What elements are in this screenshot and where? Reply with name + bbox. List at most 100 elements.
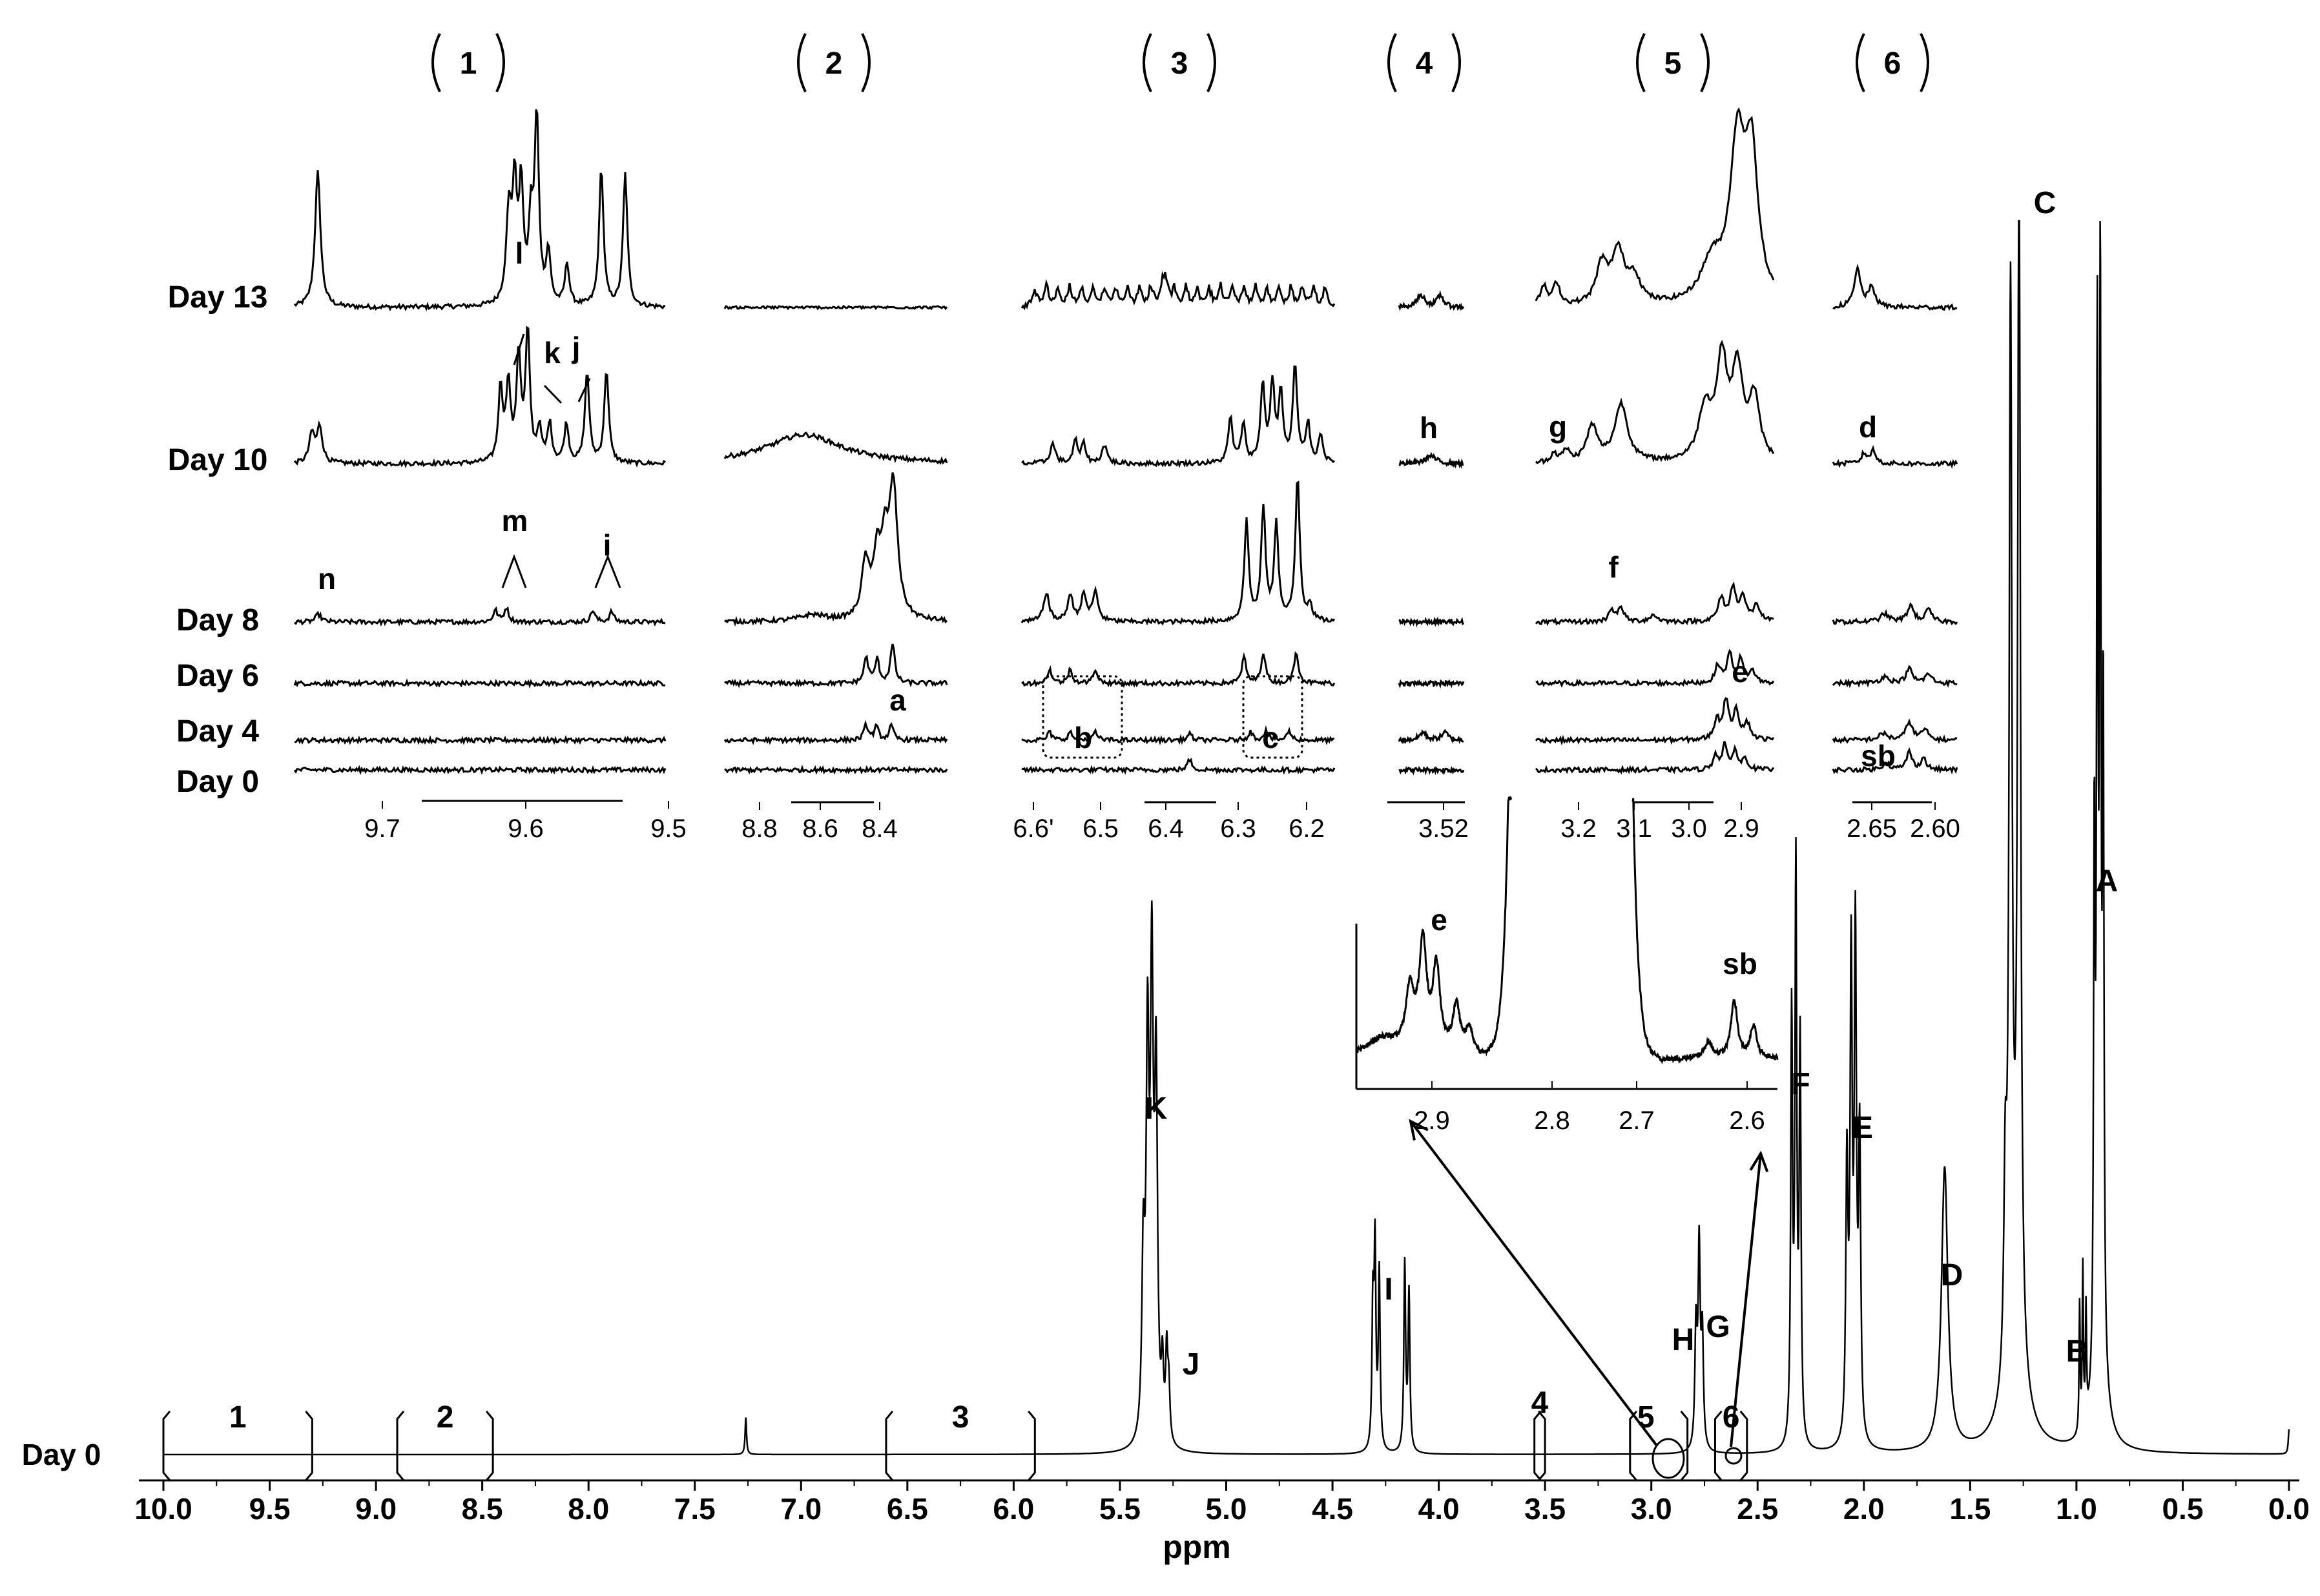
annotation-chevron-i xyxy=(594,554,621,588)
inset-trace xyxy=(293,678,666,689)
x-tick-label: 1.5 xyxy=(1949,1492,1991,1526)
zoom-arrow-e-head xyxy=(1409,1119,1429,1141)
x-tick-label: 1.0 xyxy=(2056,1492,2097,1526)
zoom-annotation-sb: sb xyxy=(1723,947,1757,980)
peak-label-D: D xyxy=(1941,1258,1963,1292)
annotation-pointer-k xyxy=(543,384,563,404)
x-tick-label: 9.0 xyxy=(355,1492,397,1526)
annotation-d: d xyxy=(1859,410,1877,444)
inset-tick-label: 9.5 xyxy=(650,814,687,843)
inset-trace xyxy=(1398,616,1465,628)
zoom-arrow-sb xyxy=(1730,1153,1762,1447)
day-label: Day 10 xyxy=(168,443,268,477)
zoom-circle-sb xyxy=(1724,1447,1743,1465)
region-label-1: 1 xyxy=(229,1400,247,1435)
inset-trace xyxy=(1398,451,1464,469)
main-day-label: Day 0 xyxy=(22,1438,101,1471)
zoom-inset: 2.9 2.8 2.7 2.6 e sb xyxy=(1355,796,1779,1135)
inset-trace xyxy=(1832,665,1958,689)
inset-trace xyxy=(723,304,948,311)
region-bracket-6 xyxy=(1714,1411,1748,1481)
annotation-h: h xyxy=(1420,411,1438,444)
annotation-sb: sb xyxy=(1861,739,1896,772)
panel-bracket xyxy=(797,33,871,92)
peak-label-A: A xyxy=(2096,864,2118,898)
inset-trace xyxy=(1398,290,1465,312)
inset-trace xyxy=(293,765,667,776)
x-tick-label: 10.0 xyxy=(134,1492,192,1526)
zoom-tick-label: 2.7 xyxy=(1619,1106,1655,1135)
zoom-annotation-e: e xyxy=(1431,903,1447,937)
annotation-e: e xyxy=(1732,655,1748,689)
x-axis-label: ppm xyxy=(1163,1529,1231,1565)
inset-tick-label: 3.2 xyxy=(1560,814,1597,843)
peak-label-K: K xyxy=(1145,1092,1168,1126)
region-bracket-4 xyxy=(1533,1411,1546,1481)
inset-trace xyxy=(293,109,666,312)
annotation-a: a xyxy=(889,683,906,717)
panel-bracket xyxy=(1387,33,1461,92)
inset-tick-label: 2.9 xyxy=(1723,814,1759,843)
inset-trace xyxy=(1832,602,1958,627)
inset-trace xyxy=(1021,758,1336,775)
inset-tick-label: 3.52 xyxy=(1418,814,1469,843)
inset-trace xyxy=(1020,271,1336,311)
inset-trace xyxy=(1021,725,1335,746)
annotation-b: b xyxy=(1074,721,1092,754)
region-label-5: 5 xyxy=(1637,1400,1655,1435)
annotation-l: l xyxy=(515,236,524,270)
x-tick-label: 8.5 xyxy=(462,1492,503,1526)
region-label-6: 6 xyxy=(1723,1400,1740,1435)
x-tick-label: 5.5 xyxy=(1099,1492,1141,1526)
annotation-n: n xyxy=(318,562,336,596)
panel-bracket xyxy=(1856,33,1929,92)
inset-tick-label: 6.2 xyxy=(1289,814,1325,843)
inset-trace xyxy=(1535,340,1775,465)
panel-bracket xyxy=(1143,33,1216,92)
panel-number: 3 xyxy=(1171,47,1188,81)
inset-tick-label: 8.8 xyxy=(741,814,778,843)
zoom-tick-label: 2.6 xyxy=(1729,1106,1765,1135)
x-tick-label: 9.5 xyxy=(249,1492,291,1526)
inset-trace xyxy=(1535,648,1775,688)
x-tick-label: 5.0 xyxy=(1206,1492,1247,1526)
inset-trace xyxy=(1398,679,1465,689)
inset-trace xyxy=(723,431,948,465)
inset-trace xyxy=(1398,729,1464,745)
x-tick-label: 4.0 xyxy=(1418,1492,1460,1526)
annotation-j: j xyxy=(572,331,581,364)
inset-trace xyxy=(1020,480,1336,626)
annotation-k: k xyxy=(544,336,561,369)
inset-tick-label: 8.4 xyxy=(862,814,898,843)
x-tick-label: 4.5 xyxy=(1312,1492,1353,1526)
main-spectrum: 10.0 9.5 9.0 8.5 8.0 7.5 7.0 6.5 6.0 5.5 5.0 4.5 4.0… xyxy=(22,186,2310,1565)
inset-trace xyxy=(1832,718,1958,745)
zoom-tick-label: 2.9 xyxy=(1414,1106,1450,1135)
day-label: Day 0 xyxy=(176,765,259,799)
inset-trace xyxy=(1535,581,1774,627)
panel-bracket xyxy=(431,33,505,92)
inset-trace xyxy=(1021,650,1336,689)
x-tick-label: 3.5 xyxy=(1524,1492,1566,1526)
annotation-c: c xyxy=(1262,721,1279,754)
peak-label-B: B xyxy=(2066,1334,2089,1369)
inset-trace xyxy=(723,720,948,745)
x-tick-label: 6.5 xyxy=(887,1492,928,1526)
zoom-tick-label: 2.8 xyxy=(1534,1106,1570,1135)
inset-trace xyxy=(1832,444,1958,469)
annotation-f: f xyxy=(1608,550,1619,584)
inset-trace xyxy=(1832,747,1958,774)
zoom-trace-e xyxy=(1355,796,1513,1057)
region-label-4: 4 xyxy=(1531,1386,1549,1420)
inset-trace xyxy=(1535,741,1775,775)
inset-trace xyxy=(1398,765,1465,776)
panel-number: 1 xyxy=(460,47,477,81)
inset-tick-label: 3.0 xyxy=(1671,814,1707,843)
region-bracket-3 xyxy=(885,1411,1036,1481)
annotation-i: i xyxy=(603,528,612,562)
peak-label-C: C xyxy=(2034,186,2056,220)
inset-tick-label: 6.6' xyxy=(1013,814,1053,843)
inset-panels: Day 13 Day 10 Day 8 Day 6 Day 4 Day 0 1 9.7 9.6 9… xyxy=(168,33,1960,843)
